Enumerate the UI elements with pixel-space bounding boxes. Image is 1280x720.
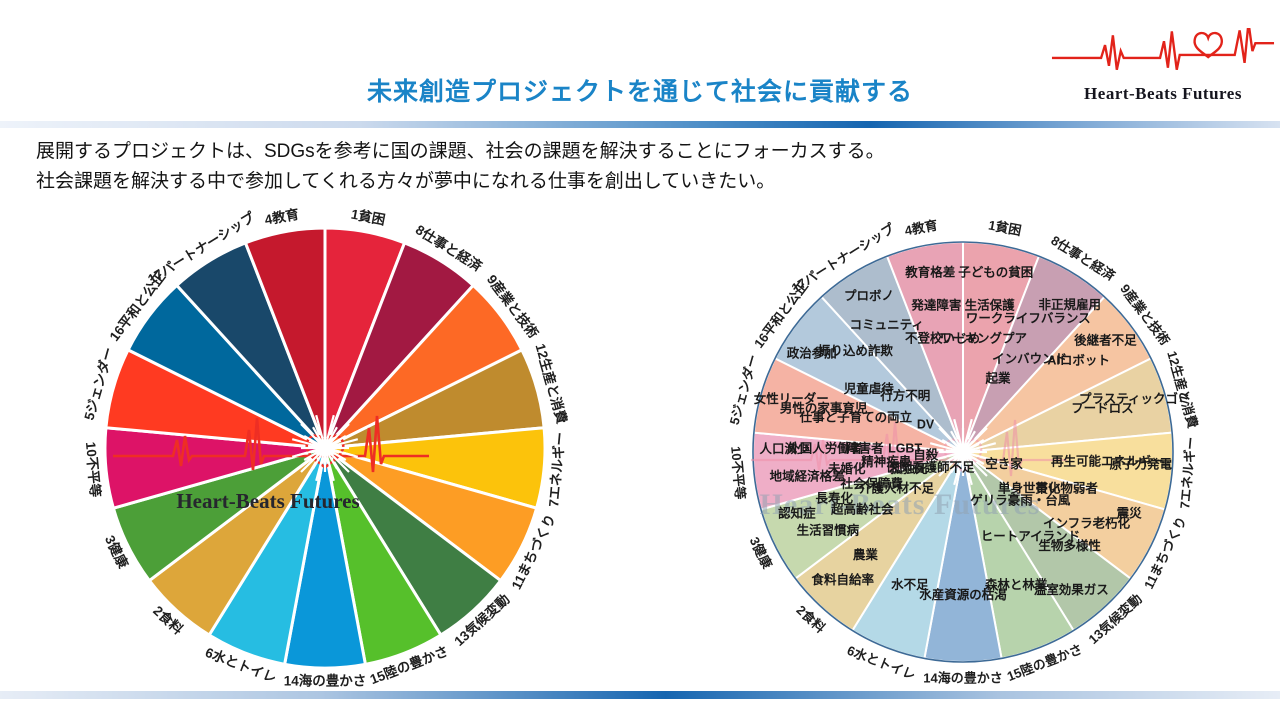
bottom-accent-bar [0, 691, 1280, 699]
issue-label: 地域経済格差 [770, 468, 845, 483]
issue-label: 空き家 [985, 456, 1023, 471]
issue-label: AIロボット [1047, 353, 1110, 368]
wheel-right-starburst-icon [929, 418, 997, 486]
issue-label: 森林と林業 [985, 577, 1048, 592]
page-title: 未来創造プロジェクトを通じて社会に貢献する [366, 78, 913, 106]
issue-label: プロボノ [844, 288, 894, 303]
category-label: 1貧困 [987, 217, 1022, 238]
issue-label: 発達障害 [910, 298, 961, 313]
issue-label: 人口減少 [759, 441, 810, 456]
issue-label: ヒートアイランド [981, 530, 1080, 544]
issue-label: 起業 [984, 371, 1011, 386]
wheel-left-segment-17 [244, 226, 327, 450]
wheel-right-rim [752, 241, 1174, 663]
issue-label: フードロス [1071, 401, 1134, 415]
issue-label: 仕事と子育ての両立 [799, 410, 913, 425]
wheel-right-watermark: Heart-Beats Futures [760, 488, 1041, 521]
issue-label: 女性リーダー [754, 391, 829, 406]
issue-label: 水不足 [891, 577, 929, 592]
issue-label: 生活保護 [965, 298, 1016, 313]
wheel-left-starburst-icon [291, 414, 359, 482]
issue-label: 原子力発電 [1109, 457, 1172, 472]
logo-heart-icon [1193, 31, 1223, 59]
category-label: 1貧困 [350, 206, 387, 228]
issue-label: 水産資源の枯渇 [919, 587, 1007, 602]
issue-label: 社会保障費 [839, 476, 903, 491]
category-label: 10不平等 [83, 441, 104, 498]
issue-label: LGBT [888, 441, 922, 455]
issue-label: 認知症 [778, 505, 816, 520]
issue-label: 生物多様性 [1038, 538, 1101, 553]
issue-label: 医師看護師不足 [887, 460, 975, 475]
issue-label: 自殺 [913, 447, 939, 462]
issue-label: 後継者不足 [1074, 332, 1137, 347]
issue-label: 食料自給率 [810, 572, 874, 587]
wheel-left: Heart-Beats Futures1貧困8仕事と経済9産業と技術12生産と消… [81, 206, 571, 689]
logo-ekg-line [1051, 22, 1275, 70]
issue-label: ワークライフバランス [966, 312, 1091, 326]
issue-label: 単身世帯化 [998, 481, 1061, 496]
issue-label: ゲリラ豪雨・台風 [970, 493, 1071, 508]
category-label: 10不平等 [728, 445, 748, 500]
category-label: 7エネルギー [546, 431, 568, 507]
issue-label: 再生可能エネルギー [1051, 453, 1164, 468]
issue-label: 超高齢社会 [830, 502, 894, 517]
intro-line-2: 社会課題を解決する中で参加してくれる方々が夢中になれる仕事を創出していきたい。 [36, 171, 776, 192]
logo: Heart-Beats Futures [1050, 22, 1276, 104]
category-label: 4教育 [263, 206, 300, 228]
category-label: 3健康 [747, 535, 776, 572]
issue-label: 震災 [1116, 506, 1143, 520]
category-label: 7エネルギー [1177, 436, 1199, 509]
issue-label: 生活習慣病 [797, 523, 860, 538]
issue-label: 農業 [853, 547, 879, 562]
issue-label: 児童虐待 [843, 381, 895, 396]
issue-label: 行方不明 [879, 388, 930, 403]
issue-label: 精神疾患 [861, 454, 912, 469]
issue-label: 障害者 [846, 441, 884, 456]
wheel-right: Heart-Beats Futuresワーキングプア生活保護子どもの貧困起業イン… [727, 217, 1201, 685]
issue-label: 振り込め詐欺 [818, 343, 894, 358]
category-label: 14海の豊かさ [923, 670, 1002, 685]
issue-label: 外国人労働者 [786, 441, 863, 456]
issue-label: インフラ老朽化 [1043, 516, 1131, 531]
intro-text: 展開するプロジェクトは、SDGsを参考に国の課題、社会の課題を解決することにフォ… [36, 137, 1136, 197]
issue-label: 孤独死 [890, 461, 928, 476]
issue-label: 不登校いじめ [905, 331, 980, 346]
issue-label: 未婚化 [827, 461, 866, 476]
logo-text: Heart-Beats Futures [1084, 84, 1242, 103]
category-label: 14海の豊かさ [284, 673, 367, 689]
issue-label: 子どもの貧困 [958, 265, 1033, 280]
issue-label: 長寿化 [816, 491, 854, 506]
issue-label: 介護人材不足 [858, 481, 935, 496]
intro-line-1: 展開するプロジェクトは、SDGsを参考に国の課題、社会の課題を解決することにフォ… [36, 141, 885, 162]
issue-label: DV [917, 418, 935, 432]
issue-label: 政治参加 [787, 345, 837, 360]
issue-label: 教育格差 [904, 265, 955, 280]
issue-label: 非正規雇用 [1039, 297, 1102, 312]
issue-label: 温室効果ガス [1034, 582, 1109, 597]
issue-label: 男性の家事育児 [780, 400, 868, 415]
issue-label: ワーキングプア [940, 331, 1027, 346]
issue-label: 買い物弱者 [1035, 481, 1098, 496]
issue-label: コミュニティ [850, 318, 924, 332]
category-label: 4教育 [903, 217, 938, 238]
wheel-left-center-brand: Heart-Beats Futures [176, 489, 359, 513]
title-underline-bar [0, 121, 1280, 128]
heartbeat-logo-icon [1051, 22, 1275, 70]
issue-label: インバウンド [992, 352, 1067, 366]
issue-label: プラスティックゴミ [1079, 391, 1191, 406]
